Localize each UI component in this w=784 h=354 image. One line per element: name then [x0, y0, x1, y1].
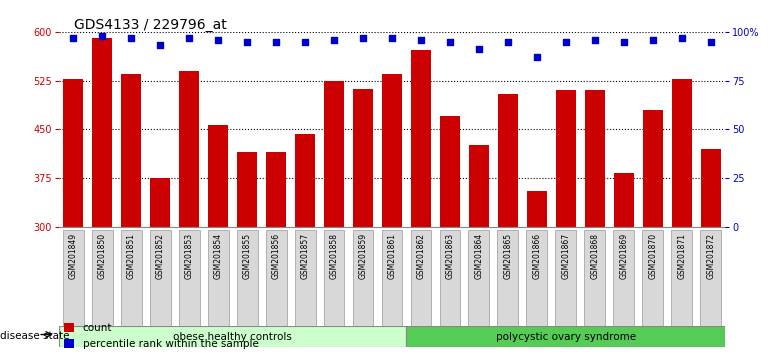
FancyBboxPatch shape	[440, 230, 460, 327]
Text: GSM201853: GSM201853	[185, 233, 194, 279]
FancyBboxPatch shape	[411, 230, 431, 327]
Bar	[295, 134, 315, 227]
Bar	[93, 38, 112, 227]
Point	[357, 35, 369, 41]
Bar	[643, 110, 663, 227]
Point	[560, 39, 572, 45]
FancyBboxPatch shape	[498, 230, 518, 327]
Point	[647, 37, 659, 42]
FancyBboxPatch shape	[613, 230, 634, 327]
Text: GSM201859: GSM201859	[358, 233, 368, 279]
Point	[589, 37, 601, 42]
FancyBboxPatch shape	[526, 230, 547, 327]
FancyBboxPatch shape	[63, 230, 84, 327]
FancyBboxPatch shape	[584, 230, 605, 327]
FancyBboxPatch shape	[700, 230, 721, 327]
Point	[270, 39, 282, 45]
Bar	[469, 145, 489, 227]
FancyBboxPatch shape	[382, 230, 402, 327]
Bar	[614, 173, 634, 227]
Point	[415, 37, 427, 42]
FancyBboxPatch shape	[121, 230, 142, 327]
Bar	[701, 149, 720, 227]
Point	[67, 35, 79, 41]
FancyBboxPatch shape	[353, 230, 373, 327]
Point	[154, 43, 166, 48]
Bar	[411, 50, 431, 227]
Text: GSM201852: GSM201852	[156, 233, 165, 279]
Text: GSM201867: GSM201867	[561, 233, 570, 279]
Text: GSM201861: GSM201861	[387, 233, 397, 279]
Point	[212, 37, 224, 42]
Point	[444, 39, 456, 45]
Point	[618, 39, 630, 45]
Text: GSM201856: GSM201856	[271, 233, 281, 279]
Text: GSM201870: GSM201870	[648, 233, 657, 279]
FancyBboxPatch shape	[208, 230, 229, 327]
FancyBboxPatch shape	[237, 230, 258, 327]
Bar	[179, 71, 199, 227]
FancyBboxPatch shape	[266, 230, 286, 327]
FancyBboxPatch shape	[469, 230, 489, 327]
FancyBboxPatch shape	[59, 326, 406, 347]
Point	[183, 35, 195, 41]
Text: GSM201864: GSM201864	[474, 233, 484, 279]
Bar	[324, 80, 344, 227]
Bar	[121, 74, 141, 227]
Point	[473, 47, 485, 52]
Bar	[266, 152, 286, 227]
Text: GSM201872: GSM201872	[706, 233, 715, 279]
Text: GSM201850: GSM201850	[98, 233, 107, 279]
FancyBboxPatch shape	[671, 230, 692, 327]
Point	[328, 37, 340, 42]
Point	[502, 39, 514, 45]
Text: GSM201871: GSM201871	[677, 233, 686, 279]
Bar	[585, 90, 605, 227]
Text: GSM201863: GSM201863	[445, 233, 455, 279]
Text: polycystic ovary syndrome: polycystic ovary syndrome	[495, 332, 636, 342]
Text: GSM201851: GSM201851	[127, 233, 136, 279]
FancyBboxPatch shape	[324, 230, 344, 327]
Bar	[208, 125, 228, 227]
Text: GSM201865: GSM201865	[503, 233, 513, 279]
Point	[676, 35, 688, 41]
Bar	[353, 89, 373, 227]
Text: disease state: disease state	[0, 331, 70, 341]
Text: GSM201862: GSM201862	[416, 233, 426, 279]
Text: GSM201866: GSM201866	[532, 233, 542, 279]
FancyBboxPatch shape	[150, 230, 171, 327]
Point	[125, 35, 137, 41]
Bar	[672, 79, 691, 227]
Point	[705, 39, 717, 45]
Bar	[237, 152, 257, 227]
Bar	[64, 79, 83, 227]
Bar	[150, 178, 170, 227]
FancyBboxPatch shape	[642, 230, 663, 327]
Text: GSM201849: GSM201849	[69, 233, 78, 279]
Point	[386, 35, 398, 41]
FancyBboxPatch shape	[295, 230, 315, 327]
Bar	[527, 191, 547, 227]
Text: GSM201869: GSM201869	[619, 233, 628, 279]
FancyBboxPatch shape	[555, 230, 576, 327]
Text: GSM201854: GSM201854	[214, 233, 223, 279]
Bar	[440, 116, 460, 227]
Point	[241, 39, 253, 45]
Point	[299, 39, 311, 45]
Text: GSM201868: GSM201868	[590, 233, 599, 279]
Text: obese healthy controls: obese healthy controls	[173, 332, 292, 342]
Bar	[498, 93, 518, 227]
Text: GSM201858: GSM201858	[329, 233, 339, 279]
Point	[531, 55, 543, 60]
Text: GSM201855: GSM201855	[242, 233, 252, 279]
FancyBboxPatch shape	[406, 326, 725, 347]
Bar	[382, 74, 402, 227]
FancyBboxPatch shape	[92, 230, 113, 327]
Bar	[556, 90, 576, 227]
Point	[96, 33, 108, 39]
Text: GSM201857: GSM201857	[300, 233, 310, 279]
FancyBboxPatch shape	[179, 230, 200, 327]
Text: GDS4133 / 229796_at: GDS4133 / 229796_at	[74, 18, 227, 32]
Legend: count, percentile rank within the sample: count, percentile rank within the sample	[64, 323, 259, 349]
